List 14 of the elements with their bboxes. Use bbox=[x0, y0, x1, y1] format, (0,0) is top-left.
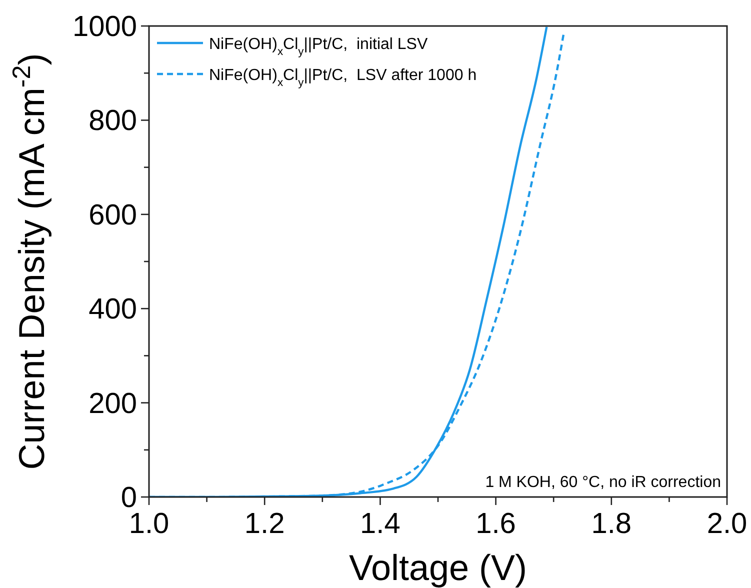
y-tick-label: 800 bbox=[88, 105, 137, 138]
x-tick-label: 2.0 bbox=[706, 508, 748, 540]
x-tick-label: 1.2 bbox=[244, 508, 285, 540]
y-tick-label: 600 bbox=[88, 199, 137, 232]
y-tick-label: 400 bbox=[88, 294, 137, 326]
y-tick-label: 1000 bbox=[72, 11, 137, 43]
x-axis-title: Voltage (V) bbox=[348, 547, 528, 588]
y-tick-label: 200 bbox=[88, 388, 137, 420]
x-tick-label: 1.4 bbox=[360, 508, 400, 540]
legend-label: NiFe(OH)$_{x}$Cl$_{y}$||Pt/C, initial LSV bbox=[209, 36, 428, 58]
x-tick-label: 1.8 bbox=[591, 508, 632, 540]
legend-label: NiFe(OH)$_{x}$Cl$_{y}$||Pt/C, LSV after 1000 h bbox=[209, 67, 477, 89]
annotation: 1 M KOH, 60 °C, no iR correction bbox=[485, 474, 721, 491]
x-tick-label: 1.6 bbox=[476, 508, 516, 540]
